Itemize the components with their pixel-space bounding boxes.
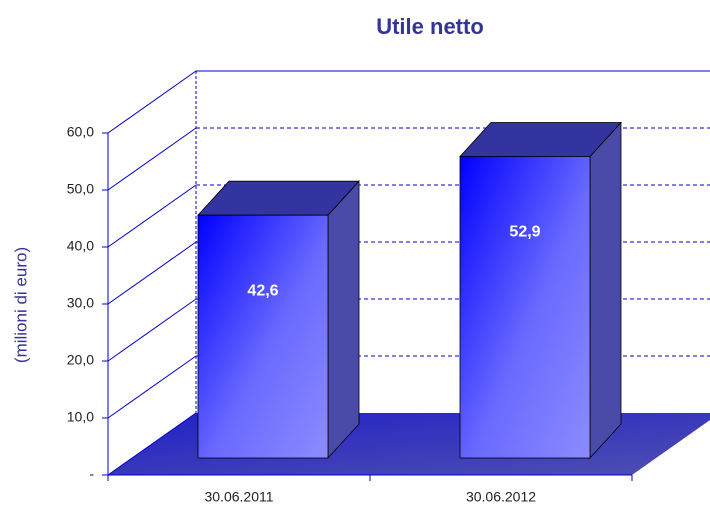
bar xyxy=(459,156,591,459)
y-tick-label: 20,0 xyxy=(67,352,94,368)
y-axis-label: (milioni di euro) xyxy=(11,247,30,363)
side-grid-line xyxy=(107,184,197,248)
y-tick-label: 40,0 xyxy=(67,238,94,254)
y-tick-label: - xyxy=(89,466,94,482)
x-tick-label: 30.06.2012 xyxy=(466,489,536,505)
y-tick-label: 50,0 xyxy=(67,181,94,197)
value-label: 52,9 xyxy=(509,224,540,241)
side-grid-line xyxy=(107,70,197,134)
side-grid-line xyxy=(107,241,197,305)
x-tick-label: 30.06.2011 xyxy=(204,489,273,505)
value-label: 42,6 xyxy=(247,282,278,299)
side-grid-line xyxy=(107,355,197,419)
side-grid-line xyxy=(107,298,197,362)
chart-title: Utile netto xyxy=(376,14,484,39)
bar-side xyxy=(589,121,622,460)
y-tick-label: 10,0 xyxy=(67,409,94,425)
bar-side xyxy=(327,180,360,460)
side-grid-line xyxy=(107,412,197,476)
side-grid-line xyxy=(107,127,197,191)
bar xyxy=(197,214,329,459)
y-tick-label: 60,0 xyxy=(67,124,94,140)
y-tick-label: 30,0 xyxy=(67,295,94,311)
